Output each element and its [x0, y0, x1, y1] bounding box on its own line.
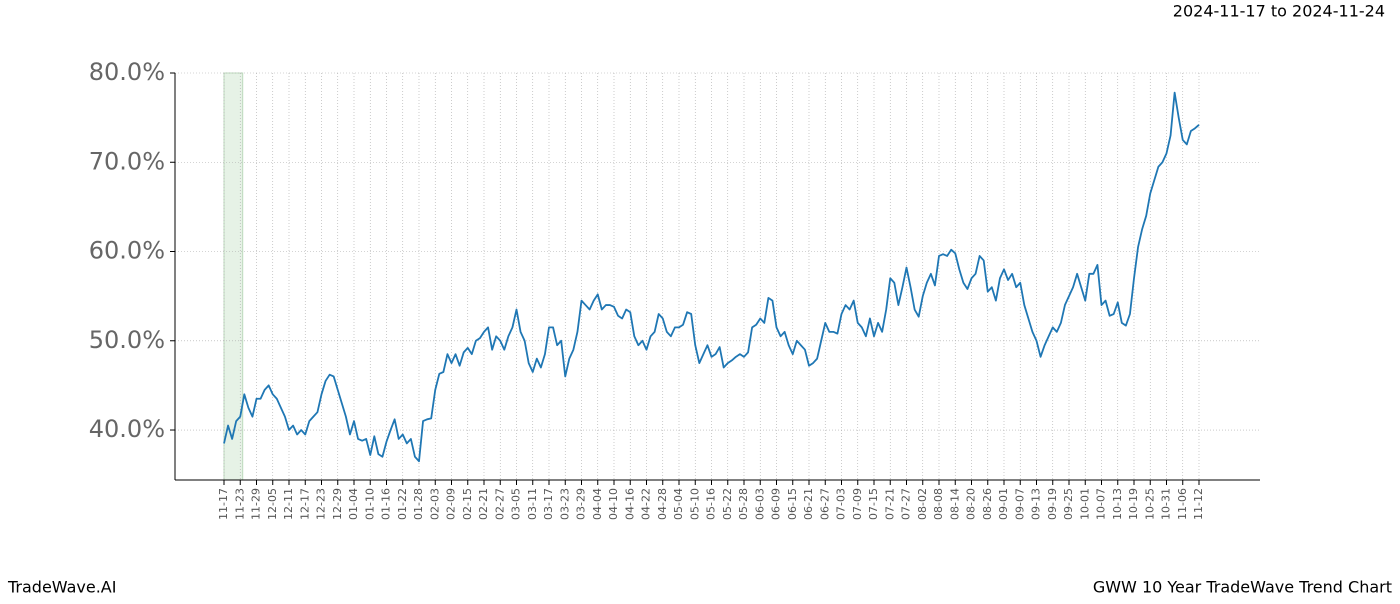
x-tick-label: 07-15 — [867, 488, 880, 520]
x-tick-label: 09-19 — [1046, 488, 1059, 520]
x-tick-label: 09-25 — [1062, 488, 1075, 520]
y-tick-label: 70.0% — [89, 147, 165, 175]
x-tick-label: 12-05 — [266, 488, 279, 520]
x-tick-label: 04-16 — [623, 488, 636, 520]
y-tick-label: 40.0% — [89, 415, 165, 443]
x-tick-label: 10-07 — [1095, 488, 1108, 520]
highlight-span — [223, 72, 244, 481]
x-tick-label: 05-28 — [737, 488, 750, 520]
x-tick-label: 10-31 — [1160, 488, 1173, 520]
x-tick-label: 06-03 — [753, 488, 766, 520]
x-tick-label: 07-09 — [851, 488, 864, 520]
x-tick-label: 08-20 — [965, 488, 978, 520]
x-tick-label: 04-10 — [607, 488, 620, 520]
trend-line — [223, 91, 1200, 463]
x-tick-label: 11-29 — [250, 488, 263, 520]
x-tick-label: 11-23 — [233, 488, 246, 520]
x-tick-label: 12-23 — [315, 488, 328, 520]
x-tick-label: 11-06 — [1176, 488, 1189, 520]
x-tick-label: 09-07 — [1013, 488, 1026, 520]
x-tick-label: 02-03 — [428, 488, 441, 520]
x-tick-label: 02-27 — [493, 488, 506, 520]
x-tick-label: 10-25 — [1143, 488, 1156, 520]
x-tick-label: 07-27 — [900, 488, 913, 520]
x-tick-label: 08-02 — [916, 488, 929, 520]
x-tick-label: 03-05 — [510, 488, 523, 520]
x-tick-label: 03-29 — [575, 488, 588, 520]
plot-area: 11-17 11-23 11-29 12-05 12-11 12-17 12-23 12-29… — [89, 58, 1260, 520]
x-tick-label: 03-17 — [542, 488, 555, 520]
x-tick-label: 09-01 — [997, 488, 1010, 520]
chart-title: GWW 10 Year TradeWave Trend Chart — [1093, 578, 1392, 597]
x-tick-label: 02-21 — [477, 488, 490, 520]
x-tick-label: 09-13 — [1030, 488, 1043, 520]
x-tick-label: 08-14 — [948, 488, 961, 520]
x-tick-label: 03-11 — [526, 488, 539, 520]
x-tick-label: 01-22 — [396, 488, 409, 520]
x-tick-label: 12-17 — [298, 488, 311, 520]
x-tick-label: 10-19 — [1127, 488, 1140, 520]
x-tick-label: 04-28 — [656, 488, 669, 520]
x-tick-label: 11-17 — [217, 488, 230, 520]
x-tick-label: 02-15 — [461, 488, 474, 520]
x-tick-label: 01-28 — [412, 488, 425, 520]
watermark: TradeWave.AI — [7, 578, 116, 597]
x-tick-label: 05-16 — [705, 488, 718, 520]
x-tick-label: 06-21 — [802, 488, 815, 520]
y-tick-label: 80.0% — [89, 58, 165, 86]
x-tick-label: 12-11 — [282, 488, 295, 520]
x-tick-label: 02-09 — [445, 488, 458, 520]
y-tick-label: 60.0% — [89, 237, 165, 265]
y-tick-label: 50.0% — [89, 326, 165, 354]
x-tick-label: 03-23 — [558, 488, 571, 520]
x-tick-label: 06-09 — [770, 488, 783, 520]
x-tick-label: 04-22 — [640, 488, 653, 520]
x-tick-label: 06-15 — [786, 488, 799, 520]
x-tick-label: 07-21 — [883, 488, 896, 520]
x-tick-label: 10-13 — [1111, 488, 1124, 520]
x-tick-label: 08-26 — [981, 488, 994, 520]
x-tick-label: 01-04 — [347, 488, 360, 520]
x-tick-label: 01-16 — [380, 488, 393, 520]
x-tick-label: 06-27 — [818, 488, 831, 520]
x-tick-label: 12-29 — [331, 488, 344, 520]
x-tick-label: 11-12 — [1192, 488, 1205, 520]
x-tick-label: 04-04 — [591, 488, 604, 520]
x-tick-label: 01-10 — [363, 488, 376, 520]
date-range: 2024-11-17 to 2024-11-24 — [1173, 2, 1385, 21]
x-tick-label: 05-10 — [688, 488, 701, 520]
x-tick-label: 08-08 — [932, 488, 945, 520]
x-tick-label: 05-04 — [672, 488, 685, 520]
x-tick-label: 10-01 — [1078, 488, 1091, 520]
x-tick-label: 05-22 — [721, 488, 734, 520]
x-tick-label: 07-03 — [835, 488, 848, 520]
